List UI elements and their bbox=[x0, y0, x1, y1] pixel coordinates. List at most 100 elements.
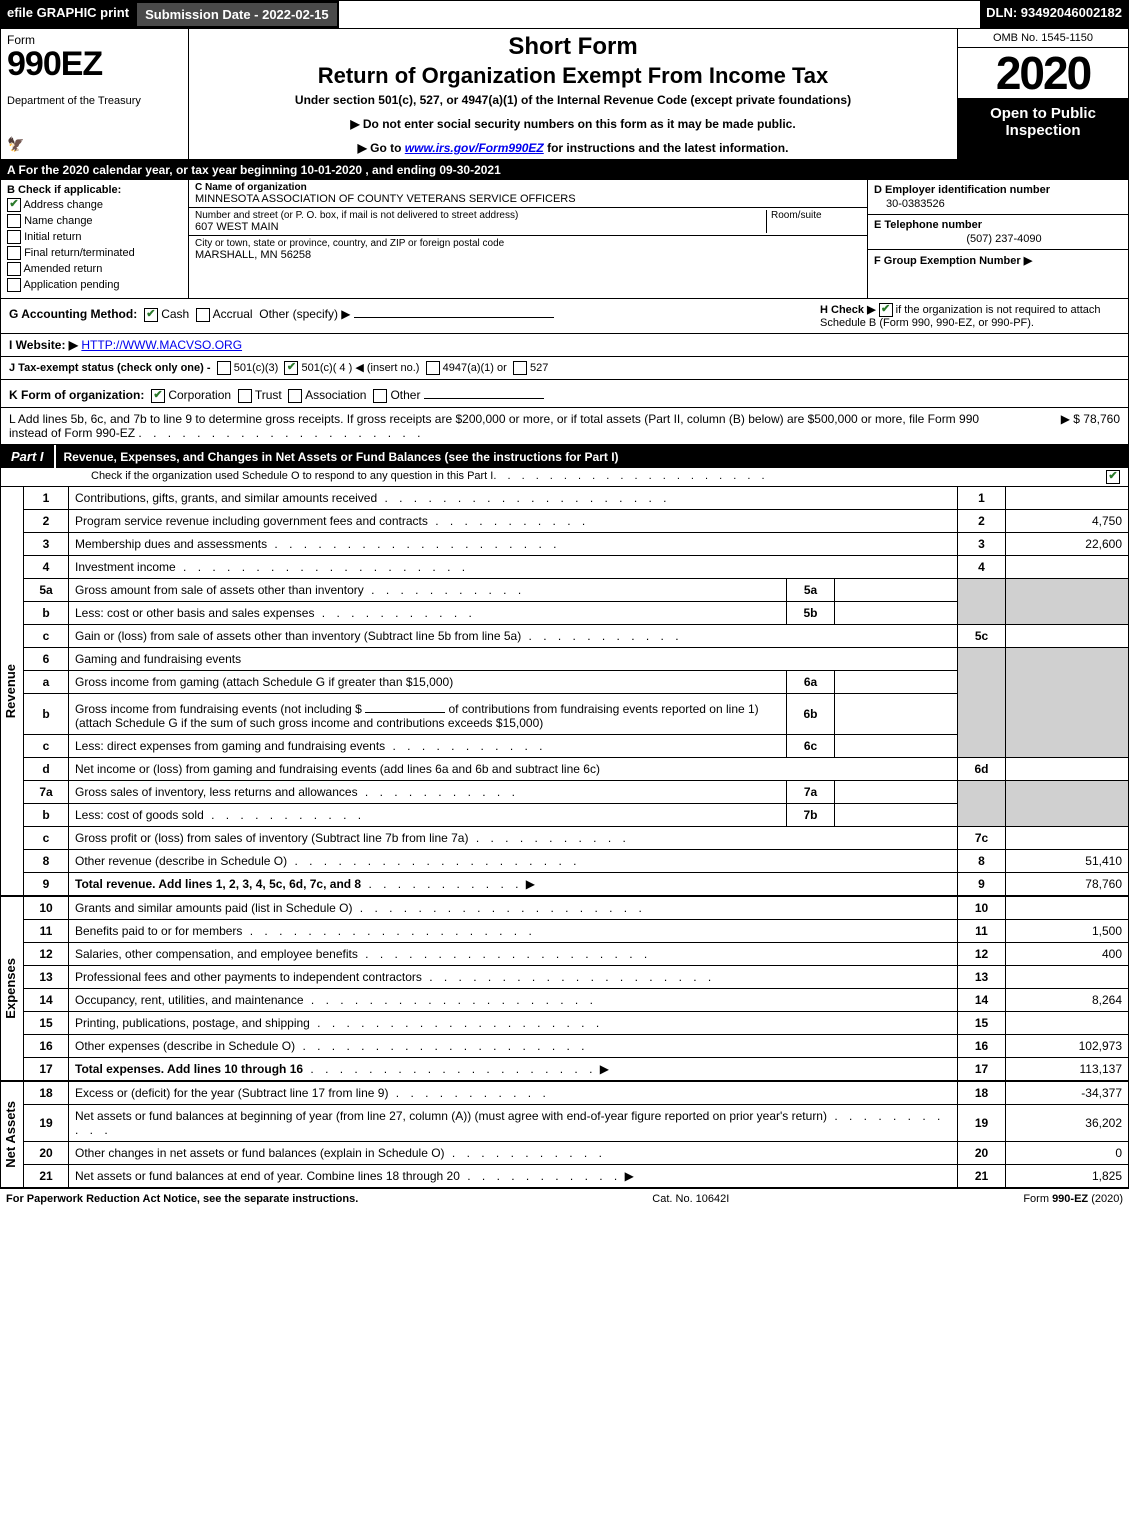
website-link[interactable]: HTTP://WWW.MACVSO.ORG bbox=[81, 338, 242, 352]
part-1-title: Revenue, Expenses, and Changes in Net As… bbox=[56, 446, 1128, 468]
street-value: 607 WEST MAIN bbox=[195, 221, 762, 233]
line-7a-desc: Gross sales of inventory, less returns a… bbox=[75, 785, 358, 799]
lineval-15 bbox=[1006, 1012, 1129, 1035]
linelab-1: 1 bbox=[958, 487, 1006, 510]
lineno-7b: b bbox=[24, 804, 69, 827]
linelab-12: 12 bbox=[958, 943, 1006, 966]
lineno-16: 16 bbox=[24, 1035, 69, 1058]
lineno-6a: a bbox=[24, 671, 69, 694]
ein-label: D Employer identification number bbox=[874, 184, 1122, 196]
line-6b-desc-pre: Gross income from fundraising events (no… bbox=[75, 702, 362, 716]
topbar-spacer bbox=[339, 1, 981, 28]
page-footer: For Paperwork Reduction Act Notice, see … bbox=[0, 1188, 1129, 1209]
ssn-notice: ▶ Do not enter social security numbers o… bbox=[199, 117, 947, 131]
opt-other-org: Other bbox=[390, 388, 420, 402]
line-5b-desc: Less: cost or other basis and sales expe… bbox=[75, 606, 314, 620]
check-address-change[interactable]: Address change bbox=[7, 198, 182, 212]
check-501c[interactable] bbox=[284, 361, 298, 375]
check-corp[interactable] bbox=[151, 389, 165, 403]
header-left: Form 990EZ 🦅 Department of the Treasury bbox=[1, 29, 189, 159]
form-version-post: (2020) bbox=[1088, 1193, 1123, 1205]
subval-6b bbox=[835, 694, 958, 735]
form-header: Form 990EZ 🦅 Department of the Treasury … bbox=[0, 29, 1129, 160]
lineval-2: 4,750 bbox=[1006, 510, 1129, 533]
column-c-org: C Name of organization MINNESOTA ASSOCIA… bbox=[189, 180, 867, 298]
lineno-20: 20 bbox=[24, 1142, 69, 1165]
lineval-21: 1,825 bbox=[1006, 1165, 1129, 1188]
website-label: I Website: ▶ bbox=[9, 338, 78, 352]
lineno-11: 11 bbox=[24, 920, 69, 943]
check-app-pending[interactable]: Application pending bbox=[7, 278, 182, 292]
org-name-label: C Name of organization bbox=[195, 182, 861, 193]
lineno-19: 19 bbox=[24, 1105, 69, 1142]
linelab-4: 4 bbox=[958, 556, 1006, 579]
catalog-number: Cat. No. 10642I bbox=[358, 1193, 1023, 1205]
efile-print-label[interactable]: efile GRAPHIC print bbox=[1, 1, 135, 28]
check-other-org[interactable] bbox=[373, 389, 387, 403]
opt-trust: Trust bbox=[255, 388, 282, 402]
subval-7a bbox=[835, 781, 958, 804]
check-amended-return[interactable]: Amended return bbox=[7, 262, 182, 276]
line-20-desc: Other changes in net assets or fund bala… bbox=[75, 1146, 445, 1160]
shade-6 bbox=[958, 648, 1006, 758]
check-trust[interactable] bbox=[238, 389, 252, 403]
row-g-h: G Accounting Method: Cash Accrual Other … bbox=[0, 299, 1129, 334]
form990ez-link[interactable]: www.irs.gov/Form990EZ bbox=[405, 141, 544, 155]
h-check: H Check ▶ if the organization is not req… bbox=[820, 303, 1120, 329]
linelab-15: 15 bbox=[958, 1012, 1006, 1035]
row-i-website: I Website: ▶ HTTP://WWW.MACVSO.ORG bbox=[0, 334, 1129, 357]
address-change-label: Address change bbox=[23, 199, 103, 211]
ein-value: 30-0383526 bbox=[874, 198, 1122, 210]
sublabel-6a: 6a bbox=[787, 671, 835, 694]
lineno-13: 13 bbox=[24, 966, 69, 989]
check-assoc[interactable] bbox=[288, 389, 302, 403]
lineno-1: 1 bbox=[24, 487, 69, 510]
goto-suffix: for instructions and the latest informat… bbox=[544, 141, 789, 155]
subval-7b bbox=[835, 804, 958, 827]
lineno-17: 17 bbox=[24, 1058, 69, 1082]
check-schedule-o-part1[interactable] bbox=[1106, 470, 1120, 484]
check-initial-return[interactable]: Initial return bbox=[7, 230, 182, 244]
other-org-input[interactable] bbox=[424, 384, 544, 399]
check-name-change[interactable]: Name change bbox=[7, 214, 182, 228]
org-name-value: MINNESOTA ASSOCIATION OF COUNTY VETERANS… bbox=[195, 193, 861, 205]
header-right: OMB No. 1545-1150 2020 Open to Public In… bbox=[957, 29, 1128, 159]
sublabel-6c: 6c bbox=[787, 735, 835, 758]
lineval-17: 113,137 bbox=[1006, 1058, 1129, 1082]
tax-year: 2020 bbox=[958, 48, 1128, 99]
open-to-public: Open to Public Inspection bbox=[958, 99, 1128, 159]
check-h-scheduleb[interactable] bbox=[879, 303, 893, 317]
dots-icon bbox=[493, 470, 768, 484]
cash-label: Cash bbox=[161, 307, 189, 321]
check-4947[interactable] bbox=[426, 361, 440, 375]
city-value: MARSHALL, MN 56258 bbox=[195, 249, 861, 261]
subval-6a bbox=[835, 671, 958, 694]
check-cash[interactable] bbox=[144, 308, 158, 322]
line-11-desc: Benefits paid to or for members bbox=[75, 924, 242, 938]
box-b-title: B Check if applicable: bbox=[7, 184, 182, 196]
row-l-gross: L Add lines 5b, 6c, and 7b to line 9 to … bbox=[0, 408, 1129, 445]
check-527[interactable] bbox=[513, 361, 527, 375]
check-501c3[interactable] bbox=[217, 361, 231, 375]
name-change-label: Name change bbox=[24, 215, 93, 227]
linelab-13: 13 bbox=[958, 966, 1006, 989]
lineval-7c bbox=[1006, 827, 1129, 850]
check-accrual[interactable] bbox=[196, 308, 210, 322]
lineval-14: 8,264 bbox=[1006, 989, 1129, 1012]
subval-5b bbox=[835, 602, 958, 625]
linelab-11: 11 bbox=[958, 920, 1006, 943]
lineno-2: 2 bbox=[24, 510, 69, 533]
other-specify-input[interactable] bbox=[354, 303, 554, 318]
dots-icon bbox=[138, 426, 424, 440]
fundraising-contrib-input[interactable] bbox=[365, 698, 445, 713]
opt-4947: 4947(a)(1) or bbox=[443, 362, 507, 374]
sublabel-6b: 6b bbox=[787, 694, 835, 735]
goto-line: ▶ Go to www.irs.gov/Form990EZ for instru… bbox=[199, 141, 947, 155]
check-final-return[interactable]: Final return/terminated bbox=[7, 246, 182, 260]
line-16-desc: Other expenses (describe in Schedule O) bbox=[75, 1039, 295, 1053]
column-b-checkboxes: B Check if applicable: Address change Na… bbox=[1, 180, 189, 298]
line-5c-desc: Gain or (loss) from sale of assets other… bbox=[75, 629, 521, 643]
column-d-e-f: D Employer identification number 30-0383… bbox=[867, 180, 1128, 298]
lineval-10 bbox=[1006, 896, 1129, 920]
line-18-desc: Excess or (deficit) for the year (Subtra… bbox=[75, 1086, 388, 1100]
